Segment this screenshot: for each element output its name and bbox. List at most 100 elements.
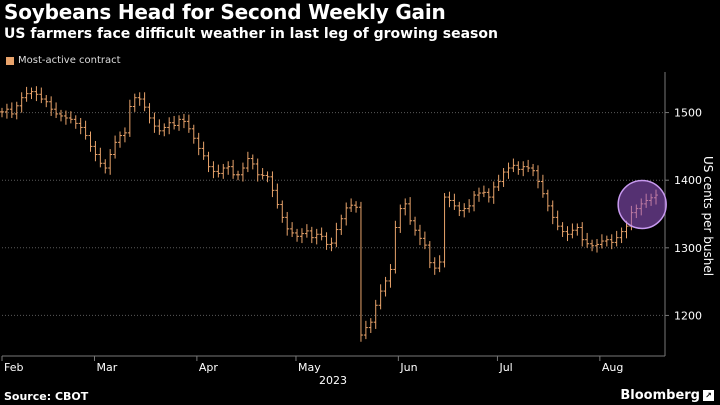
price-bar	[250, 154, 255, 170]
y-tick-label: 1200	[674, 309, 702, 322]
price-bar	[285, 211, 290, 236]
bloomberg-terminal-icon: ↗	[703, 390, 714, 401]
price-bar	[122, 127, 127, 143]
price-bar	[447, 191, 452, 208]
price-bar	[408, 197, 413, 225]
price-bar	[403, 198, 408, 216]
price-bar	[442, 193, 447, 268]
price-bar	[221, 163, 226, 179]
price-bar	[540, 174, 545, 198]
legend-label: Most-active contract	[18, 55, 121, 66]
price-bar	[196, 132, 201, 156]
price-bar	[113, 135, 118, 159]
price-bar	[191, 124, 196, 144]
price-bar	[354, 201, 359, 213]
price-bar	[270, 171, 275, 198]
price-bar	[181, 113, 186, 129]
price-bar	[555, 210, 560, 231]
price-bar	[521, 161, 526, 177]
price-bar	[255, 158, 260, 182]
price-bar	[93, 140, 98, 162]
latest-price-highlight	[617, 179, 667, 230]
x-tick-label: Jun	[399, 361, 417, 374]
price-bar	[83, 120, 88, 140]
y-tick-label: 1500	[674, 107, 702, 120]
price-bar	[29, 87, 34, 100]
price-bar	[560, 222, 565, 237]
price-bar	[73, 115, 78, 129]
price-bar	[49, 96, 54, 116]
price-bar	[535, 165, 540, 189]
price-bar	[54, 102, 59, 118]
x-tick-label: Feb	[4, 361, 23, 374]
footer: Source: CBOT Bloomberg ↗	[0, 388, 720, 405]
price-bar	[594, 239, 599, 253]
x-tick-label: Aug	[602, 361, 623, 374]
price-bar	[162, 123, 167, 137]
price-bar	[127, 99, 132, 137]
price-bar	[265, 171, 270, 183]
price-bar	[422, 231, 427, 250]
price-bar	[378, 284, 383, 310]
price-bar	[506, 162, 511, 179]
price-bar	[211, 161, 216, 179]
price-bar	[496, 174, 501, 192]
legend: Most-active contract	[6, 55, 121, 66]
price-bar	[344, 202, 349, 226]
x-tick-label: Jul	[498, 361, 512, 374]
price-bar	[599, 234, 604, 249]
price-bar	[14, 101, 19, 120]
price-bar	[417, 224, 422, 246]
price-bar	[363, 320, 368, 340]
price-bar	[152, 112, 157, 133]
price-bar	[103, 159, 108, 174]
price-bar	[240, 162, 245, 182]
price-bar	[481, 185, 486, 198]
price-bar	[531, 163, 536, 177]
brand-name: Bloomberg	[620, 388, 700, 403]
legend-swatch	[6, 56, 14, 65]
price-bar	[88, 131, 93, 152]
price-bar	[295, 228, 300, 242]
price-bar	[452, 193, 457, 210]
price-bar	[314, 228, 319, 245]
price-bar	[108, 149, 113, 175]
price-bar	[24, 86, 29, 102]
price-bar	[226, 161, 231, 175]
x-tick-label: Apr	[199, 361, 219, 374]
price-bar	[437, 255, 442, 273]
price-bar	[177, 115, 182, 131]
price-bar	[290, 222, 295, 237]
y-tick-label: 1400	[674, 174, 702, 187]
price-bar	[575, 223, 580, 236]
price-bar	[78, 117, 83, 135]
price-bar	[614, 230, 619, 247]
price-bar	[619, 227, 624, 244]
price-bar	[467, 199, 472, 213]
price-bar	[98, 147, 103, 168]
price-bar	[511, 158, 516, 173]
price-bar	[0, 107, 4, 118]
price-bar	[526, 159, 531, 173]
y-axis-label: US cents per bushel	[701, 156, 715, 276]
price-bar	[201, 141, 206, 160]
price-bar	[501, 168, 506, 187]
price-bar	[44, 94, 49, 108]
price-bar	[309, 226, 314, 244]
price-bar	[275, 183, 280, 209]
price-chart: 1200 1300 1400 1500 US cents per bushel Feb Ma…	[0, 72, 715, 387]
price-bar	[393, 220, 398, 274]
price-bar	[280, 200, 285, 223]
price-bar	[329, 237, 334, 252]
price-bar	[19, 92, 24, 113]
price-bar	[167, 117, 172, 135]
price-bar	[39, 87, 44, 104]
price-bar	[260, 168, 265, 180]
price-bar	[462, 203, 467, 218]
source-note: Source: CBOT	[4, 390, 89, 403]
price-bar	[585, 232, 590, 248]
price-bar	[231, 159, 236, 179]
price-bar	[570, 223, 575, 239]
price-bar	[118, 131, 123, 148]
price-bar	[216, 164, 221, 178]
